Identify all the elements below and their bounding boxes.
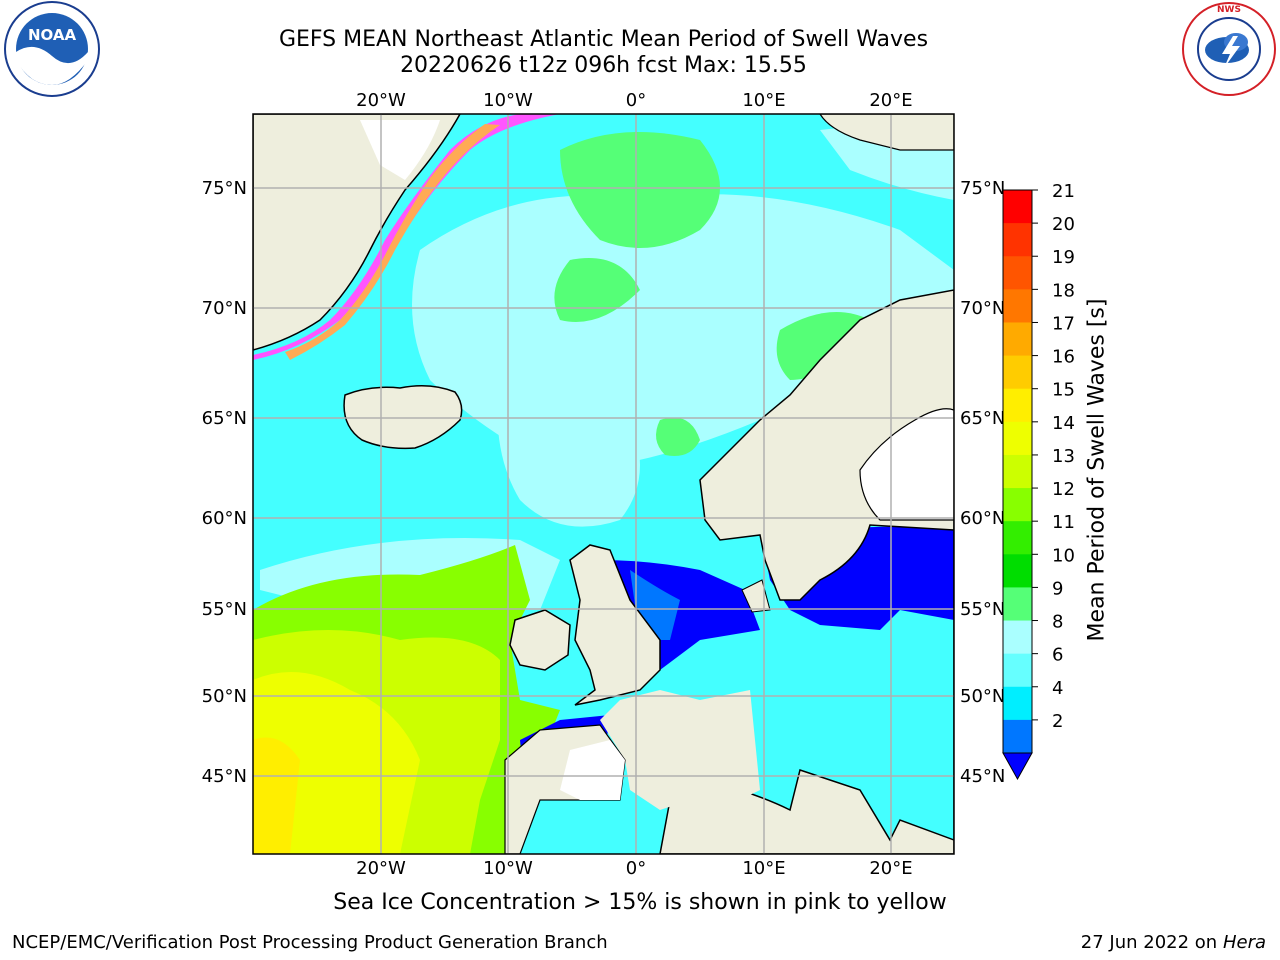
svalbard-land	[819, 114, 954, 151]
colorbar-segment	[1003, 190, 1032, 224]
colorbar-tick-label: 18	[1052, 280, 1075, 301]
lat-label-right: 70°N	[960, 298, 1005, 319]
colorbar-segment	[1003, 388, 1032, 423]
nws-logo: NWS	[1182, 2, 1276, 96]
lat-label-right: 75°N	[960, 178, 1005, 199]
colorbar-segment	[1003, 322, 1032, 357]
bay-of-biscay-blank	[560, 740, 625, 800]
lat-label-left: 65°N	[202, 408, 247, 429]
lon-label-bottom: 20°E	[869, 858, 912, 879]
lat-label-right: 60°N	[960, 508, 1005, 529]
lat-label-left: 55°N	[202, 599, 247, 620]
ireland-land	[509, 609, 571, 671]
colorbar-tick-label: 15	[1052, 380, 1075, 401]
lon-label-top: 0°	[626, 90, 646, 111]
colorbar-tick-label: 6	[1052, 645, 1063, 666]
colorbar-segment	[1003, 554, 1032, 588]
colorbar-segment	[1003, 686, 1032, 721]
producer-credit: NCEP/EMC/Verification Post Processing Pr…	[12, 932, 608, 953]
map-title: GEFS MEAN Northeast Atlantic Mean Period…	[278, 27, 929, 52]
run-date: 27 Jun 2022 on Hera	[1081, 932, 1266, 953]
colorbar-segment	[1003, 719, 1032, 754]
lat-label-left: 70°N	[202, 298, 247, 319]
colorbar-tick-label: 13	[1052, 446, 1075, 467]
colorbar-segment	[1003, 521, 1032, 555]
colorbar-extend-arrow	[1002, 752, 1033, 781]
colorbar-segment	[1003, 289, 1032, 323]
colorbar-tick-label: 4	[1052, 678, 1063, 699]
lon-label-top: 10°W	[483, 90, 533, 111]
colorbar: 21 20 19 18 17 16 15 14 13 12 11 10 9 8 6 4 2	[1002, 181, 1075, 781]
iceland-land	[343, 385, 463, 450]
colorbar-segment	[1003, 587, 1032, 622]
colorbar-tick-label: 19	[1052, 247, 1075, 268]
lat-label-right: 45°N	[960, 766, 1005, 787]
map-frame	[252, 113, 955, 855]
noaa-logo-text: NOAA	[28, 26, 77, 44]
colorbar-tick-label: 14	[1052, 413, 1075, 434]
colorbar-segment	[1003, 488, 1032, 522]
colorbar-segment	[1003, 454, 1032, 489]
lat-label-left: 75°N	[202, 178, 247, 199]
france-land	[600, 690, 760, 810]
map-area	[253, 114, 954, 854]
gulf-of-bothnia	[859, 408, 954, 521]
colorbar-segment	[1003, 256, 1032, 290]
noaa-logo: NOAA	[4, 1, 100, 97]
colorbar-tick-label: 17	[1052, 313, 1075, 334]
colorbar-tick-label: 8	[1052, 612, 1063, 633]
lon-label-top: 10°E	[742, 90, 785, 111]
colorbar-segment	[1003, 620, 1032, 655]
lat-label-right: 55°N	[960, 599, 1005, 620]
svg-text:NWS: NWS	[1217, 5, 1241, 15]
run-host: Hera	[1222, 932, 1266, 953]
colorbar-title: Mean Period of Swell Waves [s]	[1084, 298, 1110, 642]
lat-label-left: 45°N	[202, 766, 247, 787]
colorbar-tick-label: 11	[1052, 512, 1075, 533]
colorbar-segment	[1003, 653, 1032, 688]
great-britain-land	[569, 544, 661, 706]
run-date-text: 27 Jun 2022 on	[1080, 932, 1218, 953]
lon-label-bottom: 20°W	[356, 858, 406, 879]
colorbar-tick-label: 10	[1052, 545, 1075, 566]
lon-label-bottom: 10°E	[742, 858, 785, 879]
colorbar-segment	[1003, 355, 1032, 390]
colorbar-segment	[1003, 223, 1032, 257]
lat-label-left: 50°N	[202, 686, 247, 707]
lat-label-right: 50°N	[960, 686, 1005, 707]
lat-label-right: 65°N	[960, 408, 1005, 429]
lon-label-bottom: 10°W	[483, 858, 533, 879]
denmark-land	[741, 579, 771, 613]
colorbar-tick-label: 2	[1052, 711, 1063, 732]
colorbar-tick-label: 9	[1052, 578, 1063, 599]
map-subtitle: 20220626 t12z 096h fcst Max: 15.55	[400, 53, 807, 78]
colorbar-tick-label: 21	[1052, 181, 1075, 202]
colorbar-outline	[1002, 189, 1033, 754]
swell-zone-10s	[560, 132, 720, 248]
lon-label-top: 20°W	[356, 90, 406, 111]
greenland-ice-sheet	[360, 120, 440, 180]
sea-ice-note: Sea Ice Concentration > 15% is shown in …	[333, 890, 947, 915]
lon-label-top: 20°E	[869, 90, 912, 111]
colorbar-tick-label: 16	[1052, 347, 1075, 368]
colorbar-tick-label: 20	[1052, 214, 1075, 235]
colorbar-segment	[1003, 421, 1032, 456]
graticule	[253, 114, 954, 854]
lat-label-left: 60°N	[202, 508, 247, 529]
lon-label-bottom: 0°	[626, 858, 646, 879]
colorbar-tick-label: 12	[1052, 479, 1075, 500]
